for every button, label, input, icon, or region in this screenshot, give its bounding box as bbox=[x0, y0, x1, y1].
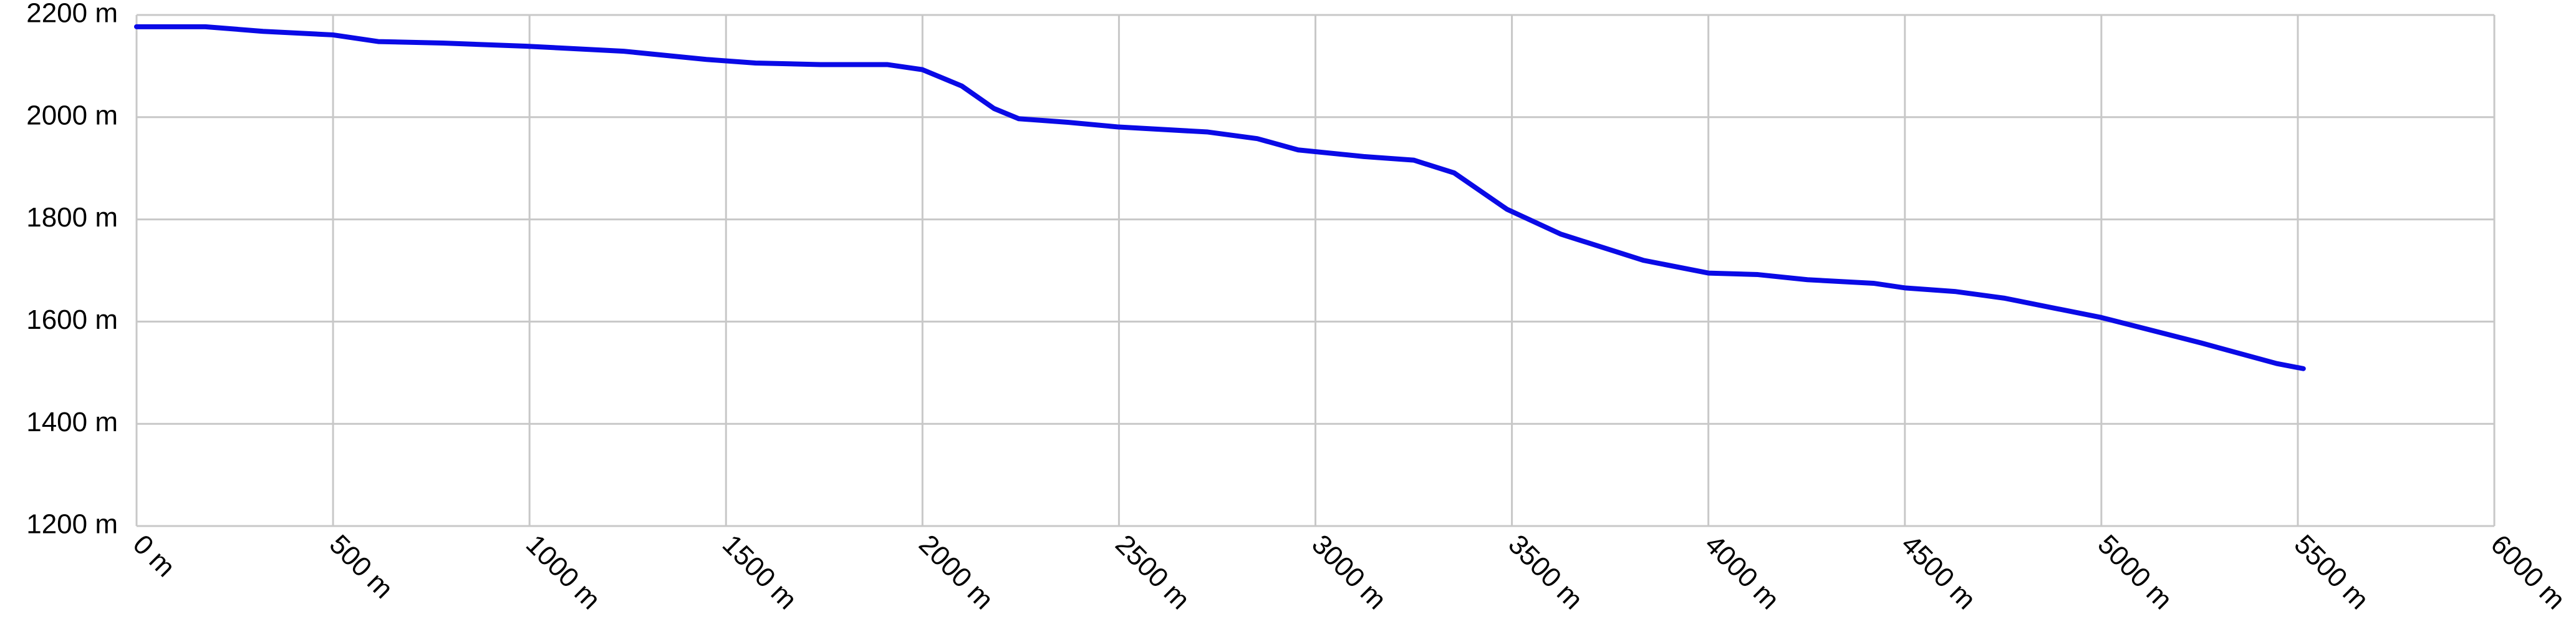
x-tick-label: 5500 m bbox=[2289, 529, 2375, 615]
y-tick-label: 1400 m bbox=[26, 407, 118, 437]
y-tick-label: 1600 m bbox=[26, 305, 118, 335]
y-tick-label: 1200 m bbox=[26, 509, 118, 540]
x-tick-label: 3500 m bbox=[1502, 529, 1588, 615]
x-tick-label: 1500 m bbox=[716, 529, 803, 615]
y-tick-label: 1800 m bbox=[26, 202, 118, 233]
y-tick-label: 2200 m bbox=[26, 0, 118, 29]
x-tick-label: 2000 m bbox=[913, 529, 999, 615]
x-tick-label: 0 m bbox=[127, 529, 181, 583]
x-tick-label: 6000 m bbox=[2485, 529, 2571, 615]
x-tick-label: 2500 m bbox=[1109, 529, 1195, 615]
x-tick-label: 4000 m bbox=[1699, 529, 1785, 615]
y-tick-label: 2000 m bbox=[26, 100, 118, 130]
x-tick-label: 3000 m bbox=[1306, 529, 1392, 615]
elevation-line bbox=[134, 24, 2306, 371]
x-tick-label: 500 m bbox=[324, 529, 399, 605]
x-tick-label: 5000 m bbox=[2092, 529, 2178, 615]
x-tick-label: 4500 m bbox=[1895, 529, 1981, 615]
x-tick-label: 1000 m bbox=[520, 529, 606, 615]
